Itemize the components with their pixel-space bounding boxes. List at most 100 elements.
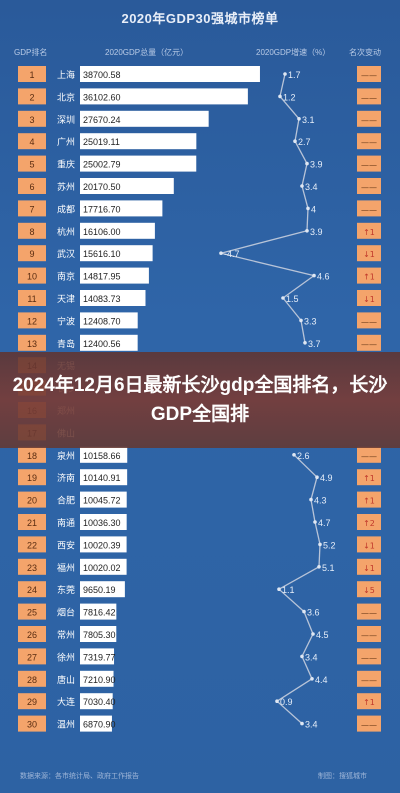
gdp-value-label: 10036.30 [83,518,121,528]
gdp-value-label: 10020.39 [83,540,121,550]
growth-line-segment [282,297,302,321]
rank-badge [18,66,46,82]
gdp-value-label: 14083.73 [83,294,121,304]
rank-number: 3 [29,115,34,125]
growth-point [299,318,303,323]
col-header-growth: 2020GDP增速（%） [256,48,331,57]
growth-value-label: 3.6 [307,608,320,618]
growth-value-label: 4 [311,204,316,214]
rank-number: 4 [29,137,34,147]
gdp-bar [80,581,125,598]
rank-change-label: —— [361,71,377,80]
rank-change-label: ↑1 [363,474,375,483]
gdp-bar [80,178,174,194]
growth-line-segment [310,477,318,500]
chart-title: 2020年GDP30强城市榜单 [121,11,279,26]
growth-value-label: 4.7 [318,518,331,528]
gdp-bar [80,155,197,172]
gdp-value-label: 10020.02 [83,563,121,573]
rank-change-badge [357,581,381,598]
gdp-bar [80,491,127,508]
rank-number: 24 [27,585,37,595]
growth-point [300,654,304,659]
rank-number: 23 [27,563,37,573]
rank-number: 20 [27,496,37,506]
rank-change-badge [357,334,381,351]
gdp-value-label: 16106.00 [83,227,121,237]
growth-line-segment [301,633,314,657]
gdp-value-label: 25019.11 [83,137,120,147]
rank-change-badge [357,88,381,105]
city-label: 泉州 [57,450,75,462]
rank-badge [18,88,46,105]
growth-value-label: 3.7 [308,339,321,349]
growth-point [277,587,281,591]
growth-point [310,677,314,681]
city-label: 武汉 [57,248,75,260]
rank-change-label: —— [361,317,377,326]
rank-change-label: —— [361,721,377,730]
col-header-rank: GDP排名 [14,48,48,57]
growth-value-label: 4.6 [317,272,330,282]
rank-change-label: —— [361,138,377,147]
growth-value-label: 3.1 [302,115,315,125]
rank-badge [18,693,46,710]
growth-line-segment [220,252,315,277]
rank-change-badge [357,133,381,150]
rank-change-label: ↓5 [363,586,375,595]
rank-change-badge [357,66,381,82]
gdp-bar [80,110,209,127]
city-label: 大连 [57,696,75,708]
growth-point [317,565,321,569]
growth-value-label: 5.1 [322,563,335,573]
rank-number: 30 [27,720,37,730]
growth-point [300,184,304,188]
rank-change-badge [357,603,381,620]
growth-point [312,273,316,278]
gdp-value-label: 6870.90 [83,720,116,730]
rank-number: 5 [29,160,34,170]
rank-change-badge [357,491,381,508]
city-label: 合肥 [57,495,75,507]
rank-change-badge [357,648,381,665]
growth-line-segment [279,95,300,120]
rank-badge [18,626,46,642]
rank-change-badge [357,715,381,732]
city-label: 唐山 [57,674,75,686]
gdp-value-label: 27670.24 [83,115,121,125]
gdp-bar [80,290,146,306]
growth-value-label: 1.1 [282,585,295,595]
growth-point [318,542,322,547]
rank-number: 12 [27,316,37,326]
city-label: 杭州 [57,226,75,238]
growth-line-segment [314,521,321,545]
gdp-value-label: 7210.90 [83,675,116,685]
growth-point [283,72,287,76]
rank-change-label: —— [361,452,377,461]
city-label: 福州 [57,562,75,574]
city-label: 深圳 [57,115,75,126]
rank-badge [18,603,46,620]
growth-line-segment [301,656,313,680]
rank-badge [18,648,46,665]
rank-change-label: —— [361,183,377,192]
growth-point [306,206,310,211]
rank-badge [18,581,46,598]
rank-badge [18,178,46,194]
growth-point [315,475,319,480]
rank-badge [18,446,46,463]
gdp-bar [80,603,117,620]
rank-number: 25 [27,608,37,618]
rank-change-badge [357,290,381,306]
gdp-bar [80,66,260,82]
gdp-bar [80,536,127,553]
city-label: 温州 [57,720,75,731]
growth-value-label: 3.3 [304,316,317,326]
growth-value-label: 1.2 [283,92,296,102]
city-label: 南京 [57,271,75,283]
rank-change-label: ↓1 [363,541,375,550]
gdp-bar [80,514,127,530]
rank-change-label: —— [361,205,377,214]
rank-change-badge [357,469,381,486]
